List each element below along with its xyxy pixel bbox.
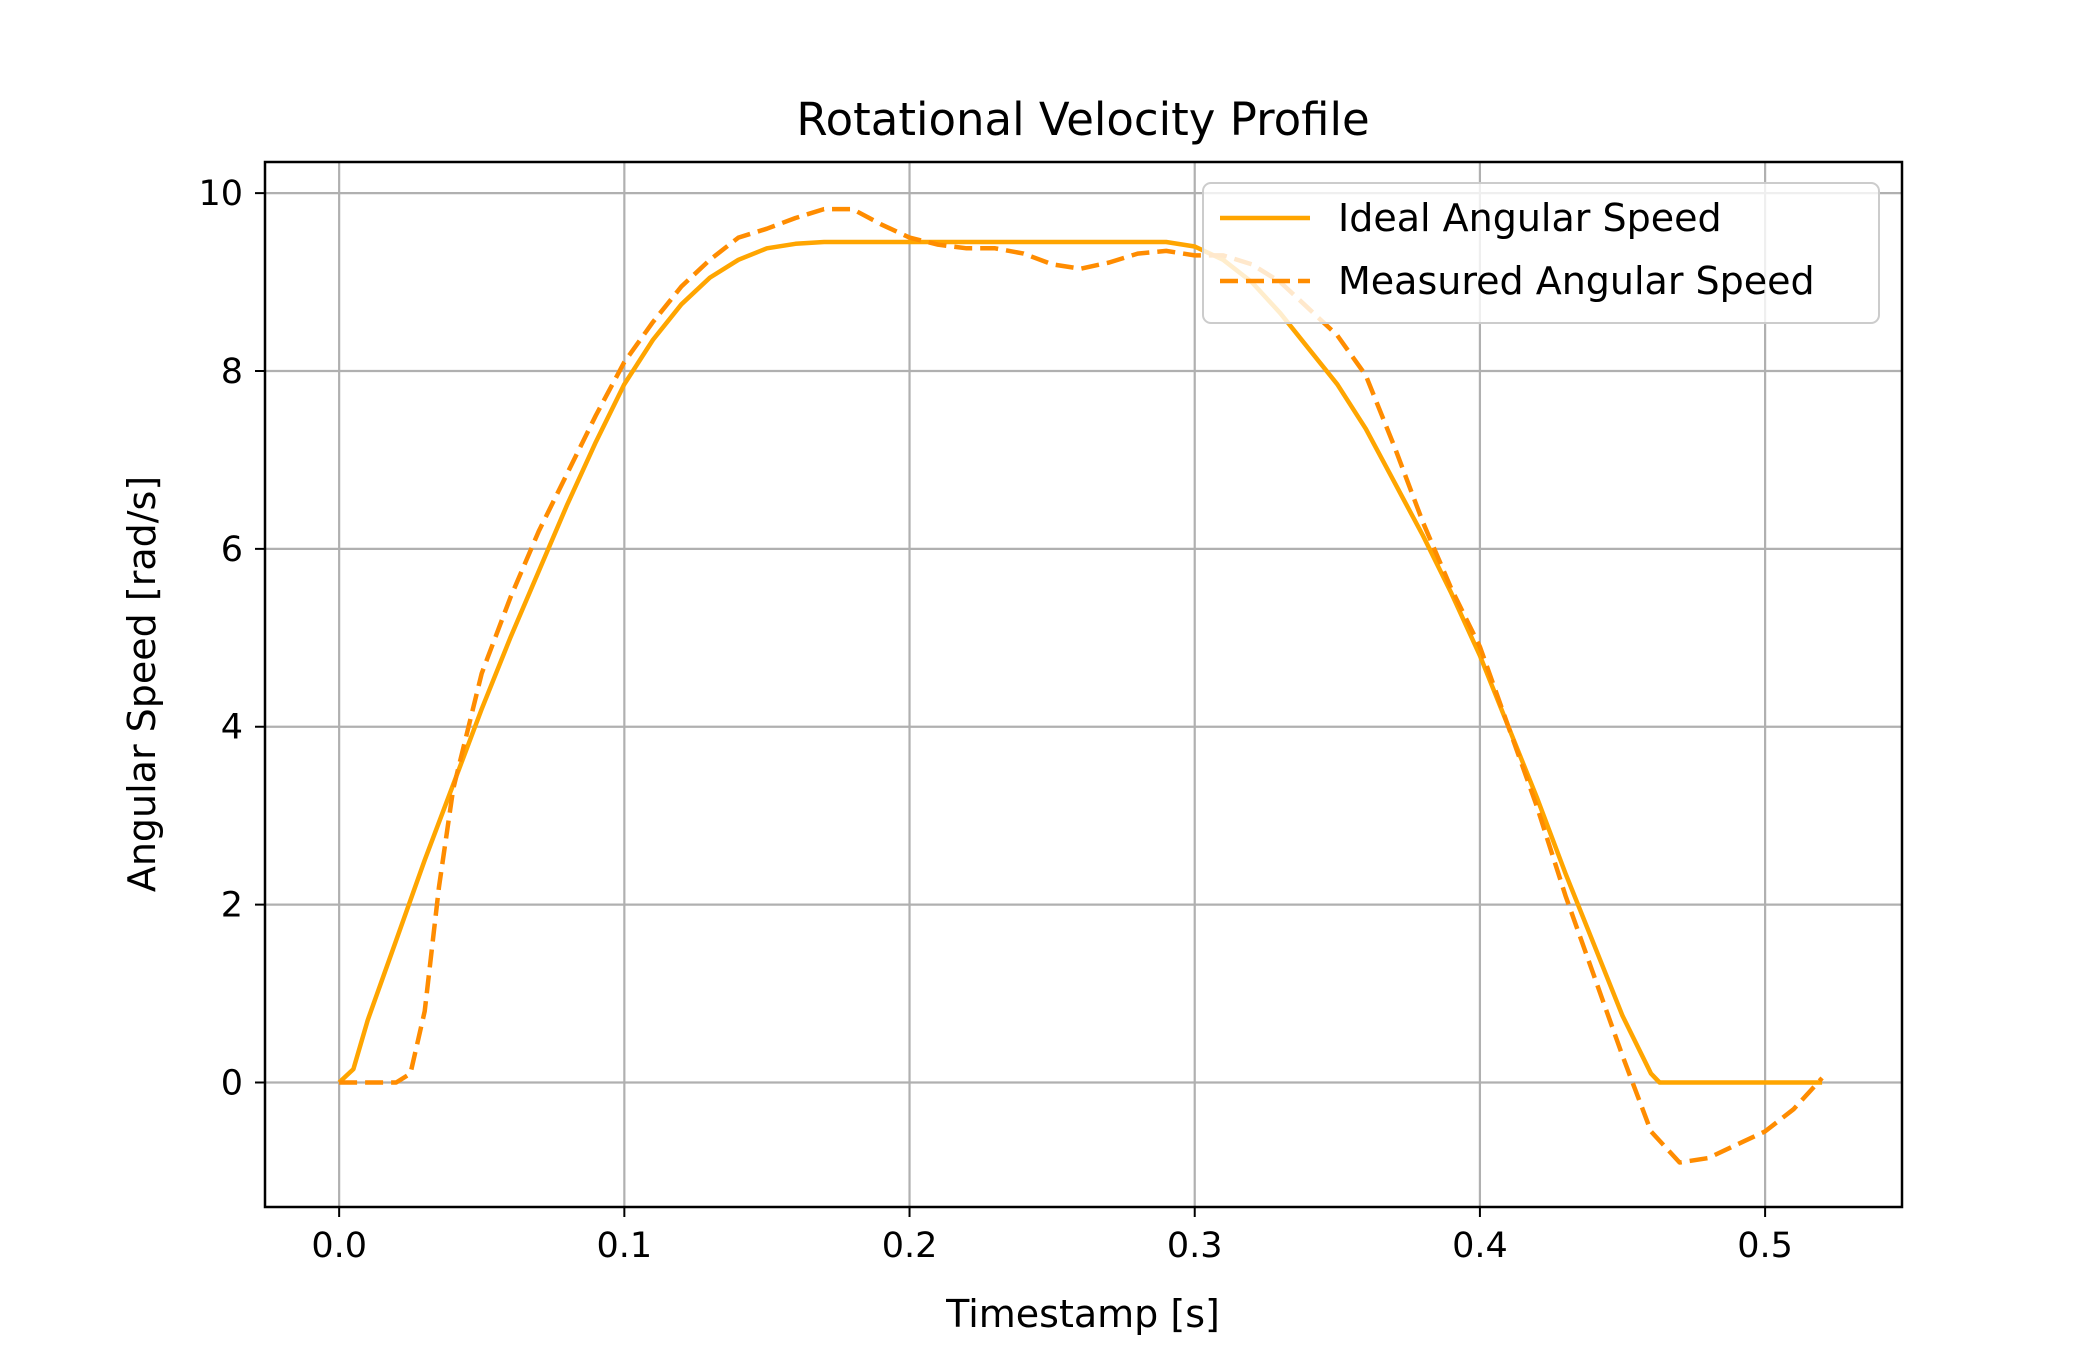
y-tick-label: 2 [221, 886, 243, 926]
x-tick-label: 0.5 [1737, 1226, 1793, 1266]
x-tick-label: 0.0 [311, 1226, 367, 1266]
legend: Ideal Angular Speed Measured Angular Spe… [1202, 182, 1880, 324]
y-tick-label: 10 [198, 174, 243, 214]
x-axis-label: Timestamp [s] [945, 1292, 1220, 1336]
y-tick-label: 0 [221, 1063, 243, 1103]
series-line-ideal [337, 239, 1823, 1085]
legend-box [1202, 182, 1880, 324]
plot-frame [263, 160, 1904, 1209]
y-tick-label: 6 [221, 530, 243, 570]
series-line-measured [339, 206, 1824, 1165]
chart-title: Rotational Velocity Profile [796, 93, 1369, 146]
legend-label-measured: Measured Angular Speed [1338, 259, 1815, 303]
y-tick-label: 4 [221, 708, 243, 748]
legend-label-ideal: Ideal Angular Speed [1338, 196, 1722, 240]
x-tick-label: 0.4 [1452, 1226, 1508, 1266]
x-tick-label: 0.1 [597, 1226, 653, 1266]
y-tick-label: 8 [221, 352, 243, 392]
x-tick-label: 0.2 [882, 1226, 938, 1266]
x-tick-label: 0.3 [1167, 1226, 1223, 1266]
y-axis-label: Angular Speed [rad/s] [120, 476, 164, 892]
